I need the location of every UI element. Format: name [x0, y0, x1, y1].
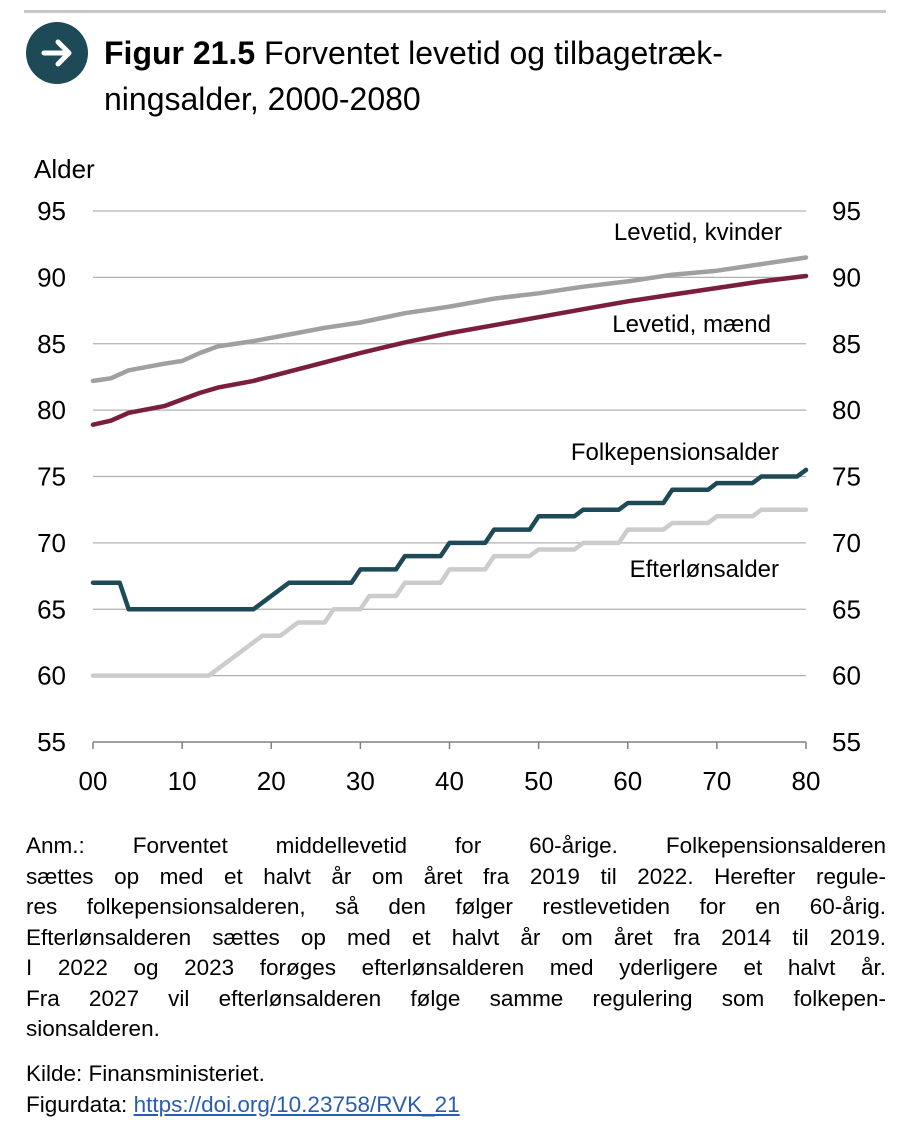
y-tick-label-right: 55 [832, 727, 861, 757]
figure-notes: Anm.: Forventet middellevetid for 60-åri… [26, 831, 886, 1045]
series-line-folkepensionsalder [90, 467, 809, 612]
note-line: res folkepensionsalderen, så den følger … [26, 894, 886, 919]
y-tick-label-right: 60 [832, 661, 861, 691]
x-tick-label: 40 [435, 766, 464, 796]
series-line-levetid-maend [90, 273, 809, 427]
series-label: Levetid, kvinder [614, 219, 782, 246]
y-tick-label-right: 70 [832, 528, 861, 558]
series-label: Levetid, mænd [612, 311, 771, 338]
series-label: Efterlønsalder [630, 556, 779, 583]
source-text: Kilde: Finansministeriet. [26, 1061, 265, 1086]
figure-badge [26, 22, 88, 84]
note-line: Fra 2027 vil efterlønsalderen følge samm… [26, 985, 886, 1011]
y-tick-label-left: 95 [37, 196, 66, 226]
figurdata-link[interactable]: https://doi.org/10.23758/RVK_21 [133, 1091, 460, 1117]
x-tick-label: 00 [79, 766, 108, 796]
y-tick-label-right: 65 [832, 594, 861, 624]
figurdata-label: Figurdata: [26, 1091, 128, 1117]
figure-title: Figur 21.5 Forventet levetid og tilbaget… [104, 30, 886, 122]
arrow-right-icon [41, 39, 72, 67]
y-tick-label-right: 75 [832, 462, 861, 492]
x-tick-label: 80 [792, 766, 821, 796]
x-tick-label: 70 [702, 766, 731, 796]
series-label: Folkepensionsalder [571, 439, 779, 466]
y-tick-label-left: 75 [37, 462, 66, 492]
x-tick-label: 30 [346, 766, 375, 796]
figure-label: Figur 21.5 [104, 35, 256, 71]
y-tick-label-right: 85 [832, 329, 861, 359]
x-tick-label: 20 [257, 766, 286, 796]
y-tick-label-left: 60 [37, 661, 66, 691]
y-tick-label-left: 65 [37, 594, 66, 624]
note-line: sionsalderen. [26, 1016, 160, 1041]
figure-title-line1: Forventet levetid og tilbagetræk- [264, 35, 723, 71]
y-tick-label-left: 85 [37, 329, 66, 359]
figurdata-row: Figurdata: https://doi.org/10.23758/RVK_… [26, 1090, 460, 1121]
x-tick-label: 50 [524, 766, 553, 796]
y-tick-label-left: 55 [37, 727, 66, 757]
y-tick-label-right: 90 [832, 262, 861, 292]
y-tick-label-left: 90 [37, 262, 66, 292]
x-tick-label: 60 [613, 766, 642, 796]
source-block: Kilde: Finansministeriet. Figurdata: htt… [26, 1059, 460, 1120]
figure-title-line2: ningsalder, 2000-2080 [104, 81, 421, 117]
y-tick-label-right: 95 [832, 196, 861, 226]
note-line: I 2022 og 2023 forøges efterlønsalderen … [26, 955, 886, 980]
note-line: Efterlønsalderen sættes op med et halvt … [26, 924, 886, 950]
y-axis-label: Alder [34, 154, 95, 184]
note-line: sættes op med et halvt år om året fra 20… [26, 863, 886, 889]
line-chart: Alder 55 55 60 60 65 65 70 70 75 75 80 80 85 85 90 90 95 9… [34, 154, 861, 796]
series-line-efterloensalder [90, 507, 809, 678]
y-tick-label-right: 80 [832, 395, 861, 425]
x-tick-label: 10 [168, 766, 197, 796]
note-line: Anm.: Forventet middellevetid for 60-åri… [26, 833, 886, 858]
top-rule [24, 10, 886, 13]
series-line-levetid-kvinder [90, 255, 809, 384]
y-tick-label-left: 80 [37, 395, 66, 425]
y-tick-label-left: 70 [37, 528, 66, 558]
